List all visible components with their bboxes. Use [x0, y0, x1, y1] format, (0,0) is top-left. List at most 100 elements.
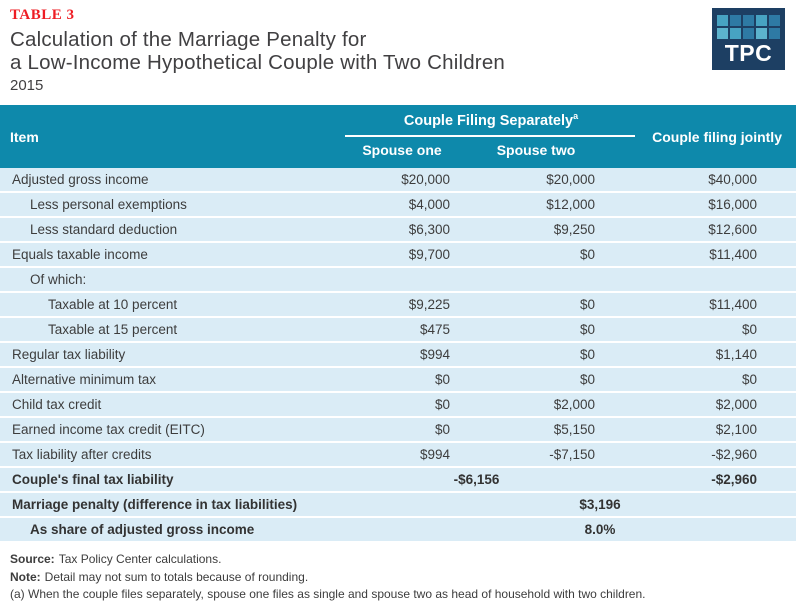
jointly-value: $1,140: [608, 342, 796, 368]
jointly-value: -$2,960: [608, 442, 796, 468]
source-label: Source:: [10, 552, 55, 566]
spouse-two-value: $0: [463, 317, 608, 343]
combined-value: 8.0%: [345, 517, 796, 543]
spouse-two-value: $2,000: [463, 392, 608, 418]
spouse-one-value: [345, 267, 463, 293]
spouse-two-value: $0: [463, 367, 608, 393]
spouse-two-value: $0: [463, 342, 608, 368]
jointly-value: $11,400: [608, 292, 796, 318]
column-group-header-separately: Couple Filing Separatelya: [345, 111, 637, 129]
spouse-one-value: $0: [345, 417, 463, 443]
spouse-two-value: $0: [463, 292, 608, 318]
tpc-logo: TPC: [712, 8, 785, 70]
logo-square-icon: [717, 28, 728, 39]
column-header-item: Item: [10, 128, 39, 145]
row-label: Equals taxable income: [0, 242, 345, 268]
column-header-jointly: Couple filing jointly: [652, 128, 782, 145]
spouse-one-value: $0: [345, 392, 463, 418]
table-row: Alternative minimum tax $0 $0 $0: [0, 367, 796, 393]
page-title-line2: a Low-Income Hypothetical Couple with Tw…: [10, 51, 506, 74]
row-label: Child tax credit: [0, 392, 345, 418]
row-label: Less standard deduction: [0, 217, 345, 243]
row-label: Tax liability after credits: [0, 442, 345, 468]
logo-square-icon: [717, 15, 728, 26]
column-group-label: Couple Filing Separately: [403, 112, 574, 129]
row-label: Taxable at 15 percent: [0, 317, 345, 343]
table-row: Of which:: [0, 267, 796, 293]
logo-square-icon: [743, 15, 754, 26]
row-label: Less personal exemptions: [0, 192, 345, 218]
column-group-underline: [345, 135, 635, 137]
spouse-two-value: $20,000: [463, 168, 608, 193]
spouse-one-value: $475: [345, 317, 463, 343]
logo-square-icon: [769, 28, 780, 39]
column-header-spouse-two: Spouse two: [496, 142, 576, 158]
page-title-line1: Calculation of the Marriage Penalty for: [10, 28, 367, 51]
row-label: Couple's final tax liability: [0, 467, 345, 493]
source-line: Source: Tax Policy Center calculations.: [10, 551, 796, 569]
spouse-two-value: $5,150: [463, 417, 608, 443]
column-header-spouse-one: Spouse one: [362, 142, 442, 158]
jointly-value: [608, 267, 796, 293]
table-row: As share of adjusted gross income 8.0%: [0, 517, 796, 543]
table-header-band: Item Couple Filing Separatelya Spouse on…: [0, 105, 796, 168]
spouse-one-value: $994: [345, 442, 463, 468]
spouse-one-value: $9,700: [345, 242, 463, 268]
spouse-two-value: $0: [463, 242, 608, 268]
jointly-value: $2,000: [608, 392, 796, 418]
jointly-value: -$2,960: [608, 467, 796, 493]
jointly-value: $12,600: [608, 217, 796, 243]
spouse-one-value: $994: [345, 342, 463, 368]
source-text: Tax Policy Center calculations.: [58, 552, 222, 566]
table-row: Less personal exemptions $4,000 $12,000 $16…: [0, 192, 796, 218]
separate-combined-value: -$6,156: [345, 467, 608, 493]
table-row: Taxable at 10 percent $9,225 $0 $11,400: [0, 292, 796, 318]
jointly-value: $0: [608, 367, 796, 393]
spouse-one-value: $4,000: [345, 192, 463, 218]
spouse-two-value: [463, 267, 608, 293]
row-label: Alternative minimum tax: [0, 367, 345, 393]
logo-square-icon: [756, 28, 767, 39]
note-line: Note: Detail may not sum to totals becaus…: [10, 569, 796, 587]
table-body: Adjusted gross income $20,000 $20,000 $40,0…: [0, 168, 796, 543]
note-text: Detail may not sum to totals because of …: [44, 569, 309, 584]
row-label: As share of adjusted gross income: [0, 517, 345, 543]
spouse-one-value: $20,000: [345, 168, 463, 193]
note-label: Note:: [10, 569, 41, 584]
table-row: Less standard deduction $6,300 $9,250 $12,6…: [0, 217, 796, 243]
spouse-one-value: $6,300: [345, 217, 463, 243]
logo-square-icon: [743, 28, 754, 39]
spouse-two-value: $12,000: [463, 192, 608, 218]
page-title: Calculation of the Marriage Penalty for …: [10, 28, 796, 74]
data-table: Adjusted gross income $20,000 $20,000 $40,0…: [0, 168, 796, 543]
footnote-a-line: (a) When the couple files separately, sp…: [10, 587, 646, 601]
row-label: Of which:: [0, 267, 345, 293]
spouse-two-value: -$7,150: [463, 442, 608, 468]
footnote-mark: a: [573, 111, 579, 121]
jointly-value: $16,000: [608, 192, 796, 218]
row-label: Taxable at 10 percent: [0, 292, 345, 318]
table-row: Equals taxable income $9,700 $0 $11,400: [0, 242, 796, 268]
spouse-one-value: $9,225: [345, 292, 463, 318]
footnotes: Source: Tax Policy Center calculations. N…: [10, 551, 796, 604]
tpc-logo-text: TPC: [724, 40, 773, 66]
table-row: Taxable at 15 percent $475 $0 $0: [0, 317, 796, 343]
table-row: Marriage penalty (difference in tax liab…: [0, 492, 796, 518]
logo-square-icon: [730, 15, 741, 26]
jointly-value: $2,100: [608, 417, 796, 443]
table-row: Adjusted gross income $20,000 $20,000 $40,0…: [0, 168, 796, 193]
spouse-two-value: $9,250: [463, 217, 608, 243]
logo-square-icon: [756, 15, 767, 26]
logo-square-icon: [769, 15, 780, 26]
table-row: Regular tax liability $994 $0 $1,140: [0, 342, 796, 368]
title-block: TABLE 3 Calculation of the Marriage Pena…: [0, 0, 796, 105]
jointly-value: $40,000: [608, 168, 796, 193]
row-label: Regular tax liability: [0, 342, 345, 368]
spouse-one-value: $0: [345, 367, 463, 393]
table-row: Couple's final tax liability -$6,156 -$2,9…: [0, 467, 796, 493]
logo-square-icon: [730, 28, 741, 39]
row-label: Earned income tax credit (EITC): [0, 417, 345, 443]
table-row: Tax liability after credits $994 -$7,150 -$…: [0, 442, 796, 468]
title-year: 2015: [10, 77, 44, 94]
